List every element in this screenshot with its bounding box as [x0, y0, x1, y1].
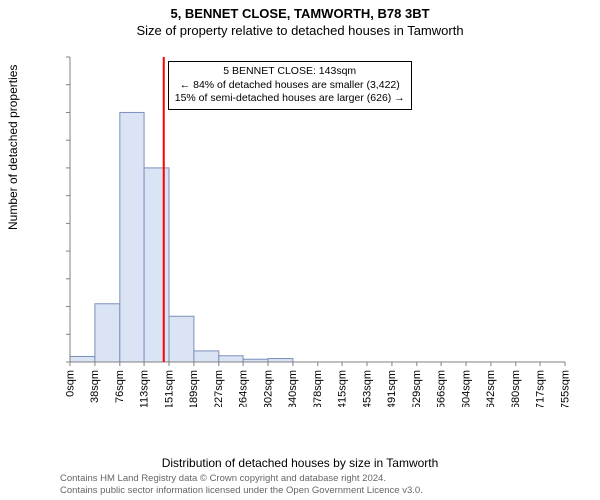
histogram-bar: [70, 356, 95, 362]
histogram-bar: [144, 168, 169, 362]
svg-text:680sqm: 680sqm: [510, 370, 522, 407]
svg-text:755sqm: 755sqm: [559, 370, 570, 407]
svg-text:113sqm: 113sqm: [138, 370, 150, 407]
svg-text:76sqm: 76sqm: [114, 370, 126, 403]
svg-text:453sqm: 453sqm: [361, 370, 373, 407]
chart-container: 5, BENNET CLOSE, TAMWORTH, B78 3BT Size …: [0, 0, 600, 500]
chart-title-main: 5, BENNET CLOSE, TAMWORTH, B78 3BT: [0, 0, 600, 21]
svg-text:340sqm: 340sqm: [287, 370, 299, 407]
svg-text:717sqm: 717sqm: [534, 370, 546, 407]
x-axis-title: Distribution of detached houses by size …: [0, 456, 600, 470]
chart-footer: Contains HM Land Registry data © Crown c…: [60, 473, 423, 497]
histogram-bar: [120, 112, 144, 362]
annotation-line2: ← 84% of detached houses are smaller (3,…: [175, 79, 405, 93]
histogram-bar: [169, 316, 194, 362]
footer-line1: Contains HM Land Registry data © Crown c…: [60, 473, 423, 485]
annotation-line1: 5 BENNET CLOSE: 143sqm: [175, 65, 405, 79]
svg-text:491sqm: 491sqm: [386, 370, 398, 407]
histogram-bar: [219, 356, 243, 362]
svg-text:642sqm: 642sqm: [485, 370, 497, 407]
svg-text:189sqm: 189sqm: [188, 370, 200, 407]
svg-text:566sqm: 566sqm: [435, 370, 447, 407]
histogram-bar: [268, 359, 293, 362]
annotation-line3: 15% of semi-detached houses are larger (…: [175, 92, 405, 106]
svg-text:302sqm: 302sqm: [262, 370, 274, 407]
histogram-bar: [95, 304, 120, 362]
histogram-bar: [194, 351, 219, 362]
svg-text:529sqm: 529sqm: [411, 370, 423, 407]
svg-text:227sqm: 227sqm: [213, 370, 225, 407]
reference-annotation: 5 BENNET CLOSE: 143sqm ← 84% of detached…: [168, 61, 412, 110]
footer-line2: Contains public sector information licen…: [60, 485, 423, 497]
svg-text:264sqm: 264sqm: [237, 370, 249, 407]
svg-text:378sqm: 378sqm: [312, 370, 324, 407]
y-axis-title: Number of detached properties: [6, 65, 20, 230]
svg-text:0sqm: 0sqm: [65, 370, 76, 397]
chart-title-sub: Size of property relative to detached ho…: [0, 21, 600, 38]
svg-text:415sqm: 415sqm: [336, 370, 348, 407]
svg-text:38sqm: 38sqm: [89, 370, 101, 403]
svg-text:604sqm: 604sqm: [460, 370, 472, 407]
svg-text:151sqm: 151sqm: [163, 370, 175, 407]
